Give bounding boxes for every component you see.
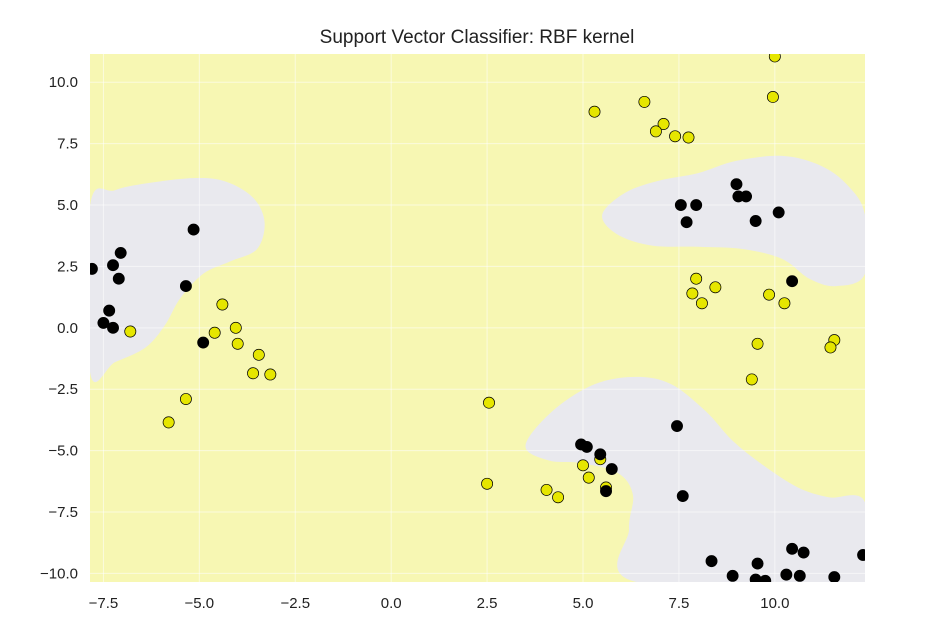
chart-title: Support Vector Classifier: RBF kernel: [320, 27, 635, 48]
x-tick-label: −7.5: [89, 595, 119, 612]
data-point-class-1: [780, 568, 793, 581]
data-point-class-1: [751, 557, 764, 570]
data-point-class-0: [657, 118, 670, 130]
data-point-class-1: [676, 490, 689, 502]
data-point-class-0: [649, 125, 662, 138]
y-tick-label: 7.5: [57, 136, 78, 153]
data-point-class-0: [247, 367, 260, 380]
data-point-class-0: [766, 91, 779, 103]
data-point-class-0: [540, 483, 553, 496]
data-point-class-0: [481, 477, 494, 490]
data-point-class-1: [103, 304, 116, 317]
data-point-class-0: [208, 326, 221, 339]
data-point-class-0: [690, 272, 703, 285]
data-point-class-0: [179, 393, 192, 405]
data-point-class-1: [107, 259, 119, 272]
data-point-class-0: [682, 131, 695, 144]
data-point-class-0: [252, 348, 265, 361]
data-point-class-0: [229, 321, 242, 334]
y-tick-label: −10.0: [40, 565, 78, 582]
data-point-class-1: [107, 321, 119, 334]
x-tick-label: 5.0: [573, 595, 594, 612]
data-point-class-0: [709, 281, 722, 294]
data-point-class-1: [690, 199, 703, 211]
data-point-class-1: [114, 246, 127, 259]
region-class-1-bottom-right: [525, 376, 865, 582]
data-point-class-1: [793, 569, 806, 582]
data-point-class-0: [768, 54, 781, 63]
data-point-class-1: [197, 336, 210, 349]
data-point-class-1: [726, 569, 739, 582]
data-point-class-1: [600, 485, 612, 498]
data-point-class-1: [749, 215, 762, 227]
data-point-class-1: [772, 206, 785, 219]
y-tick-label: −7.5: [48, 504, 78, 521]
data-point-class-0: [778, 297, 791, 310]
region-class-1-top-right: [602, 155, 865, 287]
data-point-class-0: [124, 325, 137, 338]
y-tick-label: 5.0: [57, 197, 78, 214]
data-point-class-0: [695, 297, 708, 310]
data-point-class-1: [594, 448, 607, 461]
y-tick-label: 10.0: [49, 74, 78, 91]
data-point-class-0: [264, 368, 277, 381]
y-tick-labels: 10.0 7.5 5.0 2.5 0.0 −2.5 −5.0 −7.5 −10.0: [40, 74, 78, 582]
data-point-class-0: [582, 471, 595, 484]
data-point-class-1: [759, 574, 772, 582]
data-point-class-1: [797, 546, 810, 559]
data-point-class-0: [638, 95, 651, 108]
data-point-class-1: [580, 440, 593, 453]
data-point-class-1: [786, 275, 799, 288]
data-point-class-1: [828, 571, 841, 582]
data-point-class-0: [483, 396, 495, 409]
data-point-class-1: [680, 216, 693, 229]
data-point-class-0: [588, 105, 601, 118]
data-point-class-0: [824, 341, 837, 354]
data-point-class-1: [674, 199, 687, 211]
points: [90, 54, 865, 582]
data-point-class-1: [857, 549, 865, 561]
y-tick-label: −2.5: [48, 381, 78, 398]
data-point-class-0: [577, 459, 589, 472]
x-tick-label: 2.5: [477, 595, 498, 612]
data-point-class-1: [187, 223, 200, 236]
y-tick-label: −5.0: [48, 443, 78, 460]
data-point-class-1: [97, 316, 110, 329]
y-tick-label: 0.0: [57, 320, 78, 337]
data-point-class-0: [763, 288, 776, 301]
data-point-class-1: [90, 262, 98, 275]
data-point-class-1: [705, 555, 718, 568]
data-point-class-1: [671, 420, 683, 433]
data-point-class-0: [751, 337, 764, 350]
data-point-class-1: [112, 272, 125, 285]
data-point-class-1: [179, 280, 192, 293]
plot-area: [90, 54, 865, 582]
data-point-class-1: [786, 542, 799, 555]
data-point-class-1: [605, 463, 618, 475]
data-point-class-0: [552, 491, 565, 504]
data-point-class-0: [669, 130, 682, 143]
x-tick-label: −2.5: [280, 595, 310, 612]
x-tick-labels: −7.5 −5.0 −2.5 0.0 2.5 5.0 7.5 10.0: [89, 595, 790, 612]
x-tick-label: 7.5: [668, 595, 689, 612]
x-tick-label: −5.0: [185, 595, 215, 612]
data-point-class-1: [730, 178, 743, 191]
x-tick-label: 10.0: [760, 595, 789, 612]
data-point-class-1: [740, 190, 753, 203]
data-point-class-0: [216, 298, 229, 311]
y-tick-label: 2.5: [57, 258, 78, 275]
data-point-class-0: [231, 337, 244, 350]
data-point-class-0: [686, 287, 699, 300]
data-point-class-0: [745, 373, 758, 386]
data-point-class-0: [162, 416, 175, 429]
x-tick-label: 0.0: [381, 595, 402, 612]
